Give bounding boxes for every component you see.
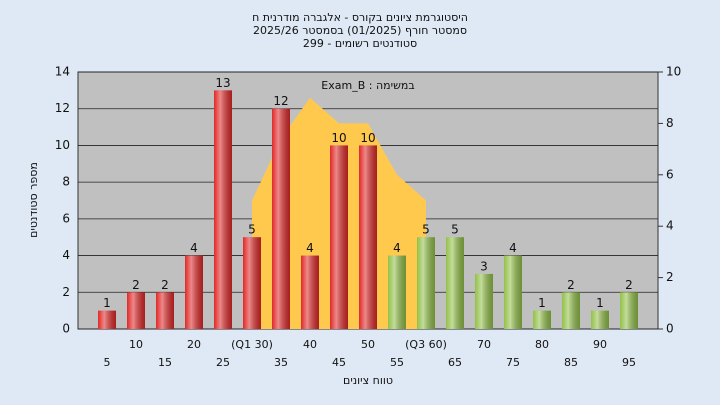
x-tick-label: 75 [506, 356, 520, 369]
x-tick-label: 65 [448, 356, 462, 369]
x-tick-label: 55 [390, 356, 404, 369]
chart-title: היסטוגרמת ציונים בקורס - אלגברה מודרנית … [252, 11, 468, 24]
y-tick-label: 8 [62, 175, 70, 189]
value-label: 4 [393, 241, 401, 255]
x-tick-label: 10 [129, 338, 143, 351]
y-tick-label: 14 [55, 65, 70, 79]
bar-shine [272, 108, 290, 329]
bar-shine [504, 255, 522, 329]
x-tick-label: 15 [158, 356, 172, 369]
x-tick-label: 45 [332, 356, 346, 369]
chart-subtitle: סטודנטים רשומים - 299 [303, 37, 417, 50]
x-tick-label: 20 [187, 338, 201, 351]
bar-shine [301, 255, 319, 329]
bar-shine [185, 255, 203, 329]
y-tick-label: 6 [62, 211, 70, 225]
value-label: 2 [567, 278, 575, 292]
bar-shine [214, 90, 232, 329]
y-tick-label: 12 [55, 101, 70, 115]
x-tick-label: 25 [216, 356, 230, 369]
y2-tick-label: 0 [666, 322, 674, 336]
chart-subtitle: 2025/26 סמסטר חורף (01/2025) בסמסטר [253, 24, 467, 37]
value-label: 3 [480, 259, 488, 273]
x-tick-label: 5 [104, 356, 111, 369]
value-label: 13 [215, 76, 230, 90]
bar-shine [127, 292, 145, 329]
x-tick-label: (Q1 30) [231, 338, 273, 351]
bar-shine [359, 145, 377, 329]
y-tick-label: 0 [62, 322, 70, 336]
value-label: 10 [331, 131, 346, 145]
bar-shine [591, 310, 609, 329]
bar-shine [533, 310, 551, 329]
x-tick-label: 90 [593, 338, 607, 351]
bar-shine [388, 255, 406, 329]
bar-shine [620, 292, 638, 329]
x-tick-label: 80 [535, 338, 549, 351]
value-label: 1 [596, 296, 604, 310]
bar-shine [243, 237, 261, 329]
x-tick-label: 35 [274, 356, 288, 369]
x-tick-label: 95 [622, 356, 636, 369]
value-label: 10 [360, 131, 375, 145]
value-label: 5 [248, 223, 256, 237]
y-tick-label: 4 [62, 248, 70, 262]
bar-shine [562, 292, 580, 329]
y2-tick-label: 10 [666, 65, 681, 79]
bar-shine [98, 310, 116, 329]
y2-tick-label: 4 [666, 219, 674, 233]
value-label: 4 [190, 241, 198, 255]
value-label: 2 [161, 278, 169, 292]
y2-tick-label: 6 [666, 167, 674, 181]
x-axis-label: טווח ציונים [343, 374, 393, 387]
value-label: 5 [422, 223, 430, 237]
value-label: 4 [509, 241, 517, 255]
value-label: 12 [273, 94, 288, 108]
y-axis-label: מספר סטודנטים [27, 162, 40, 238]
x-tick-label: (Q3 60) [405, 338, 447, 351]
bar-shine [417, 237, 435, 329]
x-tick-label: 85 [564, 356, 578, 369]
y-tick-label: 2 [62, 285, 70, 299]
bar-shine [446, 237, 464, 329]
value-label: 4 [306, 241, 314, 255]
annotation: Exam_B : במשימה [321, 79, 414, 92]
y-tick-label: 10 [55, 138, 70, 152]
bar-shine [475, 273, 493, 329]
x-tick-label: 50 [361, 338, 375, 351]
value-label: 2 [625, 278, 633, 292]
x-tick-label: 40 [303, 338, 317, 351]
value-label: 1 [538, 296, 546, 310]
value-label: 5 [451, 223, 459, 237]
bar-shine [156, 292, 174, 329]
y2-tick-label: 2 [666, 270, 674, 284]
value-label: 1 [103, 296, 111, 310]
bar-shine [330, 145, 348, 329]
x-tick-label: 70 [477, 338, 491, 351]
value-label: 2 [132, 278, 140, 292]
y2-tick-label: 8 [666, 116, 674, 130]
